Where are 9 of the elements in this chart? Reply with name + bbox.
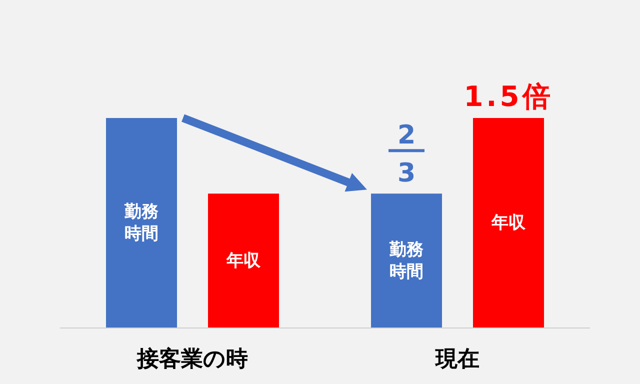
x-tick-label: 接客業の時 [136,346,248,372]
text: 年収 [492,213,526,233]
series-label: 年収 [226,250,262,271]
text: 1.5倍 [464,80,554,113]
x-tick-label: 現在 [434,347,480,372]
series-label: 勤務時間 [124,202,158,244]
annotation: 2 [397,120,416,151]
annotation: 3 [397,158,416,189]
text: 勤務時間 [390,240,424,282]
